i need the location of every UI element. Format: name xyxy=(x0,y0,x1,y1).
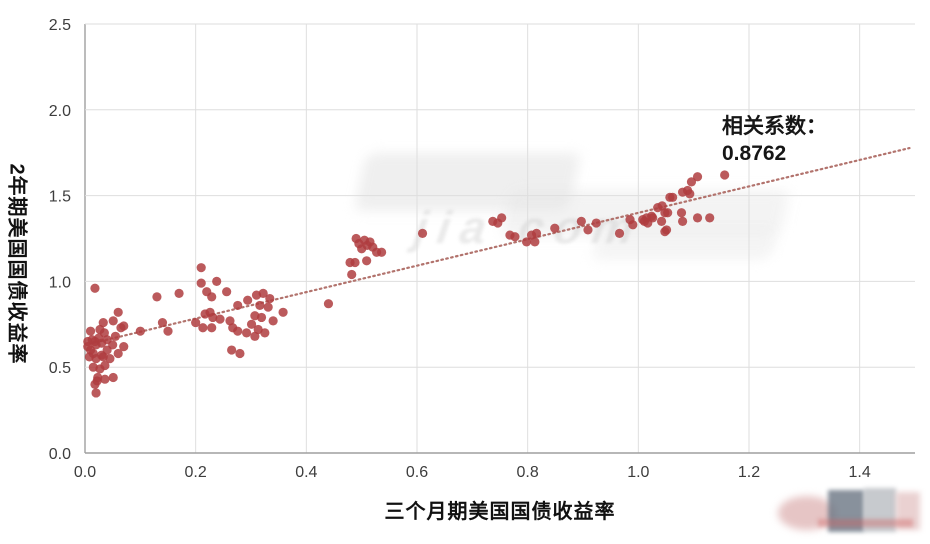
scatter-point xyxy=(191,317,201,328)
scatter-point xyxy=(648,213,658,223)
scatter-point xyxy=(628,220,638,230)
x-tick-label: 0.8 xyxy=(517,464,539,481)
scatter-point xyxy=(376,247,387,257)
scatter-point xyxy=(243,295,253,305)
scatter-point xyxy=(583,225,593,235)
scatter-point xyxy=(93,372,103,383)
correlation-annotation-label: 相关系数： xyxy=(722,115,827,138)
scatter-point xyxy=(497,213,507,223)
scatter-point xyxy=(720,170,730,180)
scatter-point xyxy=(98,317,108,328)
y-tick-label: 2.5 xyxy=(49,17,71,34)
scatter-point xyxy=(196,263,206,273)
correlation-annotation-value: 0.8762 xyxy=(722,141,787,165)
scatter-point xyxy=(614,228,625,238)
scatter-point xyxy=(260,328,270,338)
scatter-point xyxy=(521,237,532,247)
scatter-point xyxy=(263,302,273,312)
x-tick-label: 0.0 xyxy=(74,464,96,481)
scatter-point xyxy=(323,299,334,309)
scatter-point xyxy=(576,216,586,226)
scatter-point xyxy=(530,237,540,247)
trendline xyxy=(94,146,911,344)
scatter-point xyxy=(661,225,672,235)
scatter-point xyxy=(113,307,123,317)
scatter-point xyxy=(119,342,129,352)
scatter-point xyxy=(668,192,678,202)
scatter-point xyxy=(105,354,115,364)
scatter-point xyxy=(208,312,218,323)
x-axis-title: 三个月期美国国债收益率 xyxy=(384,501,616,523)
x-tick-label: 1.4 xyxy=(849,464,871,481)
scatter-point xyxy=(268,316,278,326)
scatter-point xyxy=(108,372,118,383)
scatter-point xyxy=(692,172,703,182)
scatter-point xyxy=(196,278,206,288)
scatter-point xyxy=(135,326,145,336)
scatter-point xyxy=(256,312,267,323)
scatter-point xyxy=(705,213,715,223)
scatter-point xyxy=(362,256,372,266)
scatter-point xyxy=(255,300,265,311)
scatter-point xyxy=(110,331,121,341)
scatter-point xyxy=(157,317,168,328)
y-tick-label: 1.0 xyxy=(49,274,71,291)
scatter-point xyxy=(100,360,110,371)
scatter-point xyxy=(233,300,243,311)
y-tick-label: 0.5 xyxy=(49,360,71,377)
y-tick-label: 0.0 xyxy=(49,446,71,463)
scatter-point xyxy=(656,216,667,226)
scatter-point xyxy=(510,232,520,242)
scatter-point xyxy=(246,319,257,329)
scatter-point xyxy=(663,208,673,218)
scatter-point xyxy=(207,292,217,302)
scatter-point xyxy=(250,331,260,341)
x-tick-label: 0.4 xyxy=(295,464,317,481)
scatter-point xyxy=(91,388,101,398)
scatter-point xyxy=(198,323,208,333)
scatter-point xyxy=(222,287,232,297)
scatter-point xyxy=(215,314,225,324)
scatter-point xyxy=(265,293,275,304)
correlation-annotation: 相关系数： 0.8762 xyxy=(722,114,827,168)
scatter-point xyxy=(258,288,268,299)
x-tick-label: 0.2 xyxy=(185,464,207,481)
scatter-point xyxy=(163,326,173,336)
scatter-point xyxy=(100,374,110,384)
scatter-point xyxy=(212,276,222,286)
scatter-point xyxy=(676,208,687,218)
y-tick-label: 2.0 xyxy=(49,103,71,120)
scatter-point xyxy=(685,189,695,199)
scatter-point xyxy=(347,269,357,280)
scatter-point xyxy=(174,288,184,299)
x-tick-label: 1.0 xyxy=(627,464,649,481)
scatter-point xyxy=(417,228,428,238)
scatter-point xyxy=(686,177,697,187)
scatter-point xyxy=(90,283,100,293)
scatter-point xyxy=(108,316,118,326)
scatter-point xyxy=(678,216,688,226)
x-tick-label: 0.6 xyxy=(406,464,428,481)
scatter-point xyxy=(119,321,129,331)
scatter-point xyxy=(113,348,123,359)
scatter-point xyxy=(85,326,96,336)
scatter-point xyxy=(531,228,542,238)
scatter-point xyxy=(233,326,243,336)
scatter-point xyxy=(227,345,237,355)
x-tick-label: 1.2 xyxy=(738,464,760,481)
y-tick-label: 1.5 xyxy=(49,189,71,206)
scatter-point xyxy=(591,218,601,228)
y-axis-title: 2年期美国国债收益率 xyxy=(5,163,28,365)
scatter-point xyxy=(550,223,560,233)
scatter-point xyxy=(692,213,703,223)
scatter-point xyxy=(241,328,252,338)
scatter-point xyxy=(108,340,118,350)
scatter-point xyxy=(350,257,360,268)
scatter-point xyxy=(278,307,288,317)
scatter-point xyxy=(152,292,162,302)
scatter-point xyxy=(235,348,245,359)
scatter-point xyxy=(207,323,217,333)
